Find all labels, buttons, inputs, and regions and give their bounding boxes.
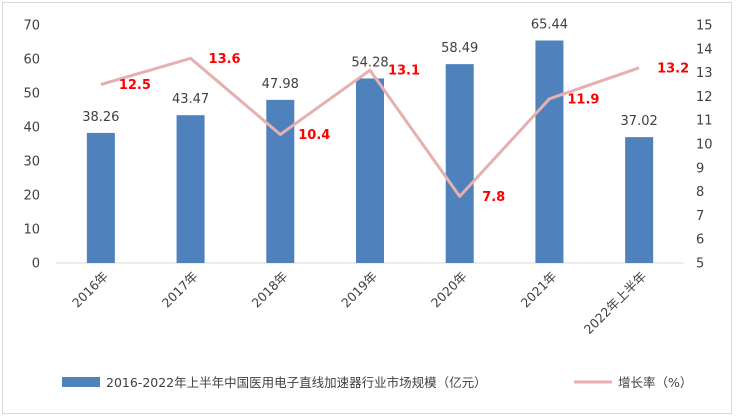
legend: 2016-2022年上半年中国医用电子直线加速器行业市场规模（亿元） 增长率（%…: [62, 375, 692, 390]
category-label: 2021年: [518, 269, 560, 311]
rate-value-label: 7.8: [482, 190, 505, 205]
category-label: 2018年: [248, 269, 290, 311]
right-tick-label: 11: [696, 114, 713, 129]
rate-labels-group: 12.5 13.6 10.4 13.1 7.8 11.9 13.2: [119, 52, 689, 205]
category-label: 2022年上半年: [581, 269, 649, 337]
legend-bar-label: 2016-2022年上半年中国医用电子直线加速器行业市场规模（亿元）: [106, 375, 487, 390]
rate-value-label: 13.2: [657, 61, 689, 76]
bar-labels-group: 38.26 43.47 47.98 54.28 58.49 65.44 37.02: [82, 18, 658, 130]
right-axis-ticks: 5 6 7 8 9 10 11 12 13 14 15: [696, 19, 713, 272]
category-labels-group: 2016年 2017年 2018年 2019年 2020年 2021年 2022年上半年: [69, 269, 649, 337]
category-label: 2016年: [69, 269, 111, 311]
right-tick-label: 6: [696, 233, 704, 248]
legend-line-label: 增长率（%）: [618, 375, 692, 390]
legend-bar-swatch: [62, 377, 100, 387]
right-tick-label: 7: [696, 209, 704, 224]
left-tick-label: 70: [23, 19, 40, 34]
rate-value-label: 11.9: [567, 92, 599, 107]
right-tick-label: 15: [696, 19, 713, 34]
bar: [86, 132, 115, 263]
left-axis-ticks: 0 10 20 30 40 50 60 70: [23, 19, 40, 272]
rate-value-label: 12.5: [119, 78, 151, 93]
growth-rate-line: [100, 56, 640, 198]
rate-value-label: 13.6: [209, 52, 241, 67]
bar-value-label: 54.28: [351, 55, 388, 70]
left-tick-label: 60: [23, 53, 40, 68]
left-tick-label: 50: [23, 87, 40, 102]
left-tick-label: 0: [32, 257, 40, 272]
right-tick-label: 5: [696, 257, 704, 272]
right-tick-label: 12: [696, 90, 713, 105]
left-tick-label: 30: [23, 155, 40, 170]
left-tick-label: 10: [23, 223, 40, 238]
right-tick-label: 14: [696, 42, 713, 57]
rate-value-label: 10.4: [298, 128, 330, 143]
bar-value-label: 65.44: [531, 18, 568, 33]
right-tick-label: 13: [696, 66, 713, 81]
left-tick-label: 40: [23, 121, 40, 136]
left-tick-label: 20: [23, 189, 40, 204]
category-label: 2019年: [338, 269, 380, 311]
bar: [625, 137, 654, 263]
bar-value-label: 43.47: [172, 92, 209, 107]
bars-group: [86, 40, 654, 264]
bar-value-label: 58.49: [441, 41, 478, 56]
bar-value-label: 38.26: [82, 110, 119, 125]
bar: [356, 78, 384, 263]
right-tick-label: 10: [696, 138, 713, 153]
bar: [535, 40, 564, 264]
bar-value-label: 37.02: [621, 114, 658, 129]
right-tick-label: 9: [696, 161, 704, 176]
category-label: 2017年: [159, 269, 201, 311]
bar: [445, 64, 474, 263]
bar: [176, 115, 205, 264]
right-tick-label: 8: [696, 185, 704, 200]
bar-value-label: 47.98: [262, 77, 299, 92]
category-label: 2020年: [428, 269, 470, 311]
rate-value-label: 13.1: [388, 64, 420, 79]
